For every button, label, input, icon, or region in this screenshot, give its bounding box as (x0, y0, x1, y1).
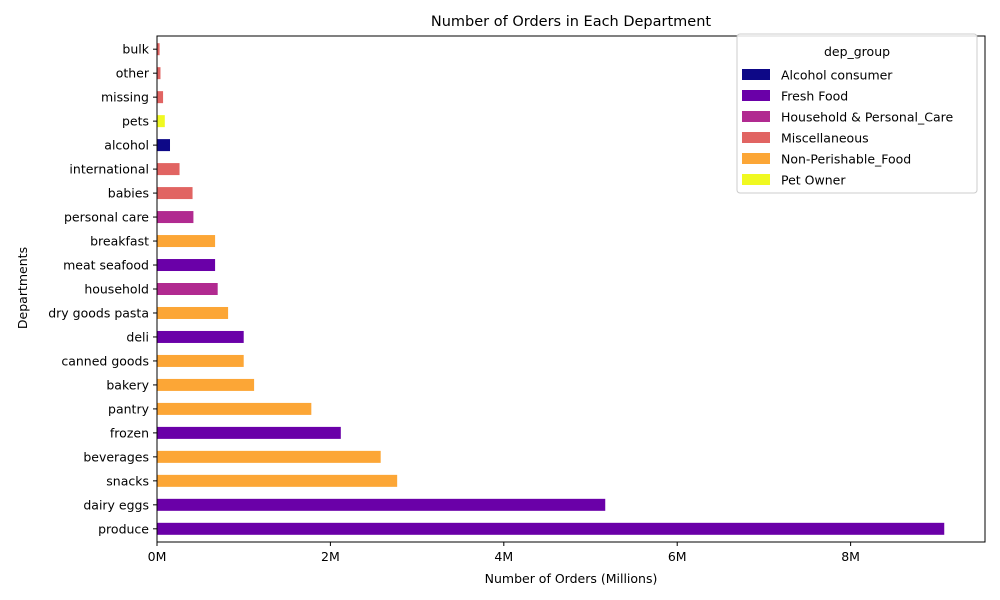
y-tick-label: frozen (110, 425, 149, 440)
y-tick-label: bulk (122, 42, 149, 57)
bar-snacks (157, 474, 398, 487)
x-tick-label: 6M (668, 549, 687, 564)
y-tick-label: dry goods pasta (48, 305, 149, 320)
x-tick-label: 8M (841, 549, 860, 564)
y-tick-label: meat seafood (63, 258, 149, 273)
bars (157, 43, 945, 535)
bar-dry-goods-pasta (157, 306, 229, 319)
bar-deli (157, 330, 244, 343)
bar-other (157, 67, 161, 80)
y-tick-label: dairy eggs (83, 497, 149, 512)
y-tick-label: missing (101, 90, 149, 105)
x-tick-label: 2M (321, 549, 340, 564)
legend-entries: Alcohol consumer Fresh Food Household & Pe… (742, 68, 953, 188)
bar-breakfast (157, 235, 216, 248)
legend-swatch (742, 174, 770, 185)
y-tick-label: bakery (106, 377, 149, 392)
legend-label: Non-Perishable_Food (781, 152, 911, 167)
legend-label: Alcohol consumer (781, 68, 893, 83)
bar-meat-seafood (157, 259, 216, 272)
y-tick-label: other (116, 66, 150, 81)
legend-label: Miscellaneous (781, 131, 869, 146)
legend-swatch (742, 90, 770, 101)
bar-canned-goods (157, 354, 244, 367)
y-tick-label: pantry (108, 401, 150, 416)
y-tick-label: personal care (64, 210, 149, 225)
legend-label: Household & Personal_Care (781, 110, 953, 125)
legend-box (736, 33, 978, 194)
y-tick-label: deli (126, 329, 149, 344)
legend-swatch (742, 132, 770, 143)
bar-pets (157, 115, 165, 128)
bar-beverages (157, 450, 381, 463)
x-axis-ticks: 0M 2M 4M 6M 8M (148, 542, 860, 564)
y-tick-label: international (69, 162, 149, 177)
bar-missing (157, 91, 164, 104)
bar-babies (157, 187, 193, 200)
bar-pantry (157, 402, 312, 415)
chart-title: Number of Orders in Each Department (431, 14, 712, 30)
y-tick-label: breakfast (90, 234, 149, 249)
bar-personal-care (157, 211, 194, 224)
legend-label: Pet Owner (781, 173, 846, 188)
legend-title: dep_group (824, 44, 890, 59)
y-tick-label: babies (108, 186, 149, 201)
y-tick-label: produce (98, 521, 149, 536)
y-axis-ticks: produce dairy eggs snacks beverages frozen pa… (48, 42, 157, 536)
y-tick-label: pets (122, 114, 149, 129)
plot-frame (156, 35, 986, 543)
legend-swatch (742, 69, 770, 80)
bar-dairy-eggs (157, 498, 606, 511)
y-tick-label: canned goods (61, 353, 149, 368)
legend-label: Fresh Food (781, 89, 848, 104)
bar-alcohol (157, 139, 171, 152)
x-tick-label: 0M (148, 549, 167, 564)
y-tick-label: household (84, 282, 149, 297)
legend: dep_group Alcohol consumer Fresh Food Hous… (736, 33, 978, 194)
legend-swatch (742, 111, 770, 122)
bar-bakery (157, 378, 255, 391)
y-axis-label: Departments (15, 247, 30, 329)
bar-bulk (157, 43, 160, 56)
legend-swatch (742, 153, 770, 164)
y-tick-label: alcohol (104, 138, 149, 153)
bar-household (157, 283, 218, 295)
y-tick-label: beverages (83, 449, 149, 464)
x-axis-label: Number of Orders (Millions) (485, 571, 658, 586)
bar-frozen (157, 426, 341, 439)
bar-produce (157, 522, 945, 535)
y-tick-label: snacks (106, 473, 149, 488)
bar-international (157, 163, 180, 176)
x-tick-label: 4M (494, 549, 513, 564)
